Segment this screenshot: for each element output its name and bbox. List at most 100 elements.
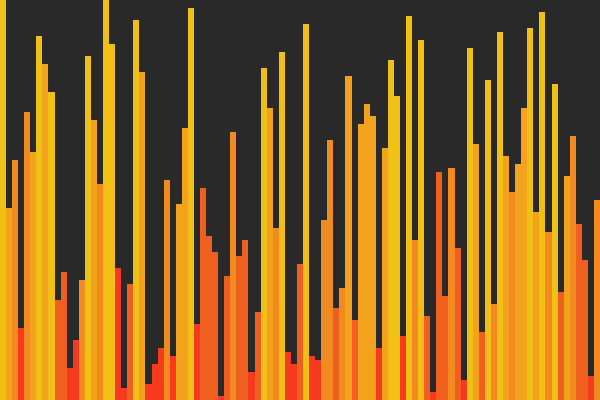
bar bbox=[55, 300, 61, 400]
bar bbox=[321, 220, 327, 400]
bar bbox=[158, 348, 164, 400]
bar bbox=[236, 256, 242, 400]
bar bbox=[533, 212, 539, 400]
bar bbox=[194, 324, 200, 400]
bar bbox=[206, 236, 212, 400]
bar bbox=[515, 164, 521, 400]
bar bbox=[261, 68, 267, 400]
bar bbox=[576, 224, 582, 400]
bar bbox=[91, 120, 97, 400]
bar bbox=[73, 340, 79, 400]
bar bbox=[145, 384, 152, 400]
bar bbox=[558, 292, 564, 400]
bar bbox=[467, 48, 473, 400]
bar bbox=[61, 272, 67, 400]
bar bbox=[218, 396, 224, 400]
bar bbox=[339, 288, 345, 400]
bar bbox=[297, 264, 303, 400]
bar bbox=[588, 376, 594, 400]
bar bbox=[230, 132, 236, 400]
bar bbox=[188, 8, 194, 400]
bar bbox=[79, 280, 85, 400]
bar bbox=[418, 40, 424, 400]
bar bbox=[182, 128, 188, 400]
bar bbox=[442, 296, 448, 400]
bar bbox=[455, 248, 461, 400]
bar bbox=[121, 388, 127, 400]
bar bbox=[491, 304, 497, 400]
bar bbox=[345, 76, 352, 400]
bar bbox=[224, 276, 230, 400]
bar bbox=[430, 392, 436, 400]
bar bbox=[103, 0, 109, 400]
bar bbox=[176, 204, 182, 400]
bar bbox=[152, 364, 158, 400]
bar bbox=[473, 144, 479, 400]
bar bbox=[552, 84, 558, 400]
bar bbox=[436, 172, 442, 400]
bar bbox=[527, 28, 533, 400]
bar bbox=[164, 180, 170, 400]
bar bbox=[303, 24, 309, 400]
bar bbox=[30, 152, 36, 400]
bar bbox=[36, 36, 42, 400]
bar bbox=[376, 348, 382, 400]
bar bbox=[315, 360, 321, 400]
bar bbox=[448, 168, 455, 400]
bar bbox=[127, 284, 133, 400]
bar bbox=[424, 316, 430, 400]
bar bbox=[509, 192, 515, 400]
bar bbox=[6, 208, 12, 400]
bar bbox=[67, 368, 73, 400]
bar bbox=[255, 312, 261, 400]
bar bbox=[400, 336, 406, 400]
bar bbox=[248, 372, 255, 400]
bar bbox=[370, 116, 376, 400]
bar bbox=[0, 0, 6, 400]
bar bbox=[594, 200, 600, 400]
bar bbox=[242, 240, 248, 400]
bar bbox=[309, 356, 315, 400]
bar bbox=[139, 72, 145, 400]
bar bbox=[24, 112, 30, 400]
bar bbox=[133, 20, 139, 400]
bar bbox=[109, 44, 115, 400]
bar bbox=[85, 56, 91, 400]
bar bbox=[406, 16, 412, 400]
bar bbox=[485, 80, 491, 400]
bar bbox=[170, 356, 176, 400]
bar bbox=[48, 92, 55, 400]
bar bbox=[388, 60, 394, 400]
bar bbox=[382, 148, 388, 400]
bar bbox=[200, 188, 206, 400]
bar bbox=[42, 64, 48, 400]
bar bbox=[582, 260, 588, 400]
bar bbox=[497, 32, 503, 400]
bar bbox=[12, 160, 18, 400]
bar bbox=[358, 124, 364, 400]
bar bbox=[273, 228, 279, 400]
bar bbox=[352, 320, 358, 400]
bar bbox=[285, 352, 291, 400]
bar bbox=[539, 12, 545, 400]
bar bbox=[267, 108, 273, 400]
bar bbox=[115, 268, 121, 400]
bar bbox=[291, 364, 297, 400]
bar bbox=[564, 176, 570, 400]
bar bbox=[545, 232, 552, 400]
bar bbox=[394, 96, 400, 400]
bar bbox=[327, 140, 333, 400]
bar bbox=[570, 136, 576, 400]
bar bbox=[212, 252, 218, 400]
bar bbox=[97, 184, 103, 400]
bar bbox=[279, 52, 285, 400]
bar bbox=[18, 328, 24, 400]
bar bbox=[364, 104, 370, 400]
bar bbox=[333, 308, 339, 400]
bar bbox=[479, 332, 485, 400]
bar bbox=[521, 108, 527, 400]
bar bbox=[412, 240, 418, 400]
bar bbox=[503, 156, 509, 400]
bar bbox=[461, 380, 467, 400]
